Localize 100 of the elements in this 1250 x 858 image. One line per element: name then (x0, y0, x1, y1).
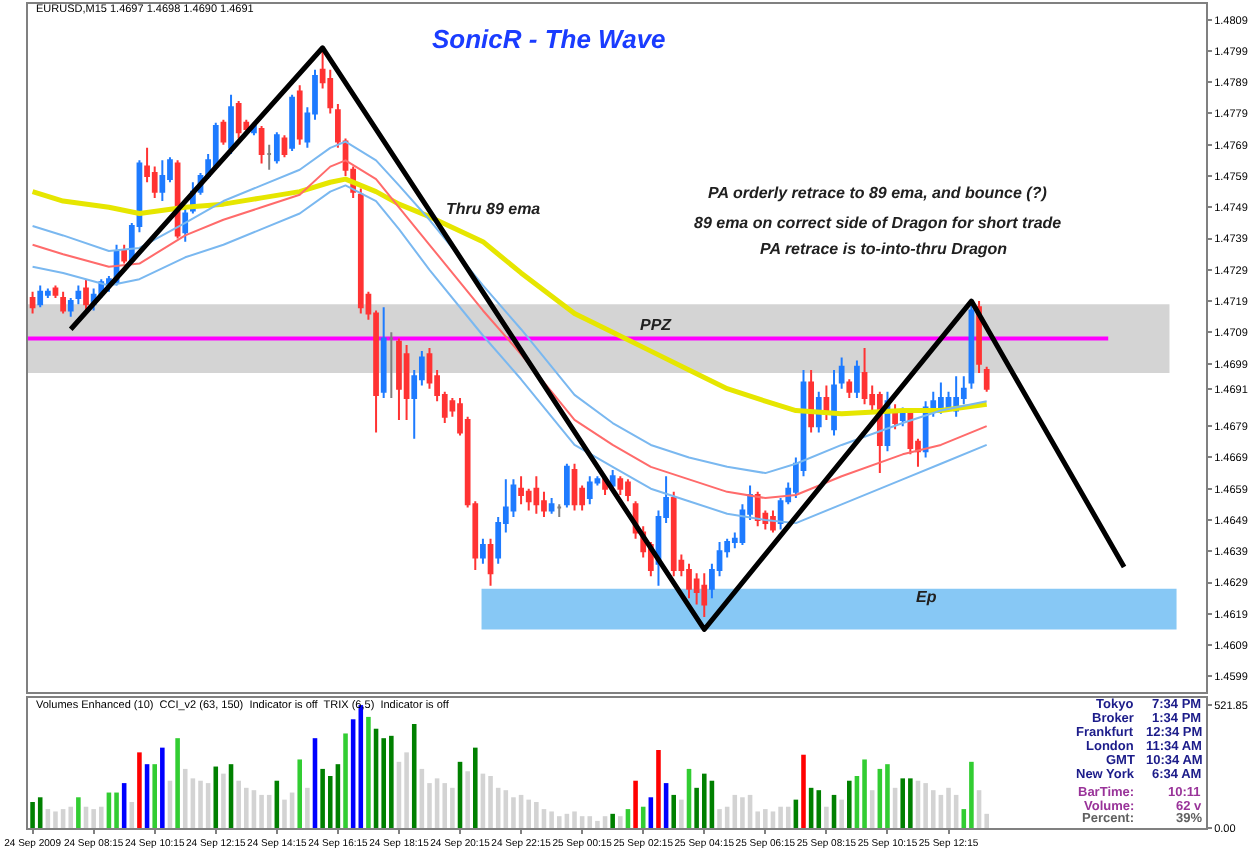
bar (556, 816, 562, 828)
candlestick (235, 99, 242, 140)
candlestick (823, 384, 830, 421)
band-label: PPZ (640, 316, 674, 334)
bar (450, 787, 455, 828)
bar (862, 759, 867, 828)
candlestick (609, 468, 616, 493)
bar (740, 797, 745, 828)
candlestick (983, 365, 990, 393)
candlestick (571, 462, 578, 512)
bar (152, 764, 157, 828)
annotation: PA orderly retrace to 89 ema, and bounce (?) (708, 184, 1048, 202)
bar (824, 806, 829, 828)
candlestick (83, 278, 89, 312)
bar (213, 766, 219, 828)
candlestick (548, 497, 555, 515)
bar (526, 799, 531, 828)
bar (320, 768, 325, 828)
candlestick (556, 503, 563, 518)
annotation: 89 ema on correct side of Dragon for short trade (694, 214, 1063, 232)
bar (801, 754, 806, 828)
candlestick (182, 206, 189, 243)
candlestick (686, 562, 692, 600)
bar (91, 809, 96, 828)
bar (908, 778, 913, 828)
candlestick (670, 490, 677, 578)
bar (488, 776, 493, 828)
candlestick (258, 124, 265, 165)
candlestick (335, 103, 341, 149)
bar (900, 778, 906, 828)
candlestick (701, 572, 708, 618)
candlestick (266, 143, 273, 171)
band-label: Ep (916, 588, 937, 606)
candlestick (37, 284, 44, 309)
candlestick (586, 475, 593, 506)
bar (68, 806, 74, 828)
candlestick (625, 478, 631, 503)
annotation: PA retrace is to-into-thru Dragon (760, 240, 1008, 258)
bar (236, 780, 241, 828)
bar (297, 759, 303, 828)
candlestick (770, 509, 776, 534)
bar (473, 747, 478, 828)
bar (816, 790, 822, 828)
candlestick (854, 359, 860, 400)
candlestick (938, 381, 944, 415)
bar (633, 780, 638, 828)
bar (610, 813, 615, 828)
bar (198, 780, 203, 828)
bar (305, 787, 310, 828)
bar (30, 802, 35, 828)
bar (930, 790, 936, 828)
candlestick (289, 93, 295, 152)
candlestick (396, 337, 402, 421)
bar (114, 792, 119, 828)
bar (923, 783, 928, 828)
bar (885, 764, 890, 828)
candlestick (121, 243, 128, 265)
candlestick (52, 284, 59, 299)
bar (404, 752, 409, 828)
bar (701, 773, 707, 828)
bar (389, 735, 394, 828)
bar (656, 750, 661, 828)
bar (778, 806, 783, 828)
bar (839, 799, 844, 828)
candlestick (388, 331, 395, 400)
candlestick (60, 290, 66, 315)
bar (534, 802, 539, 828)
candlestick (861, 347, 868, 406)
text: SonicR - The Wave (432, 24, 666, 54)
candlestick (159, 159, 166, 203)
candlestick (403, 343, 410, 421)
bar (366, 716, 371, 828)
bar (182, 768, 188, 828)
bar (160, 747, 165, 828)
bar (572, 811, 577, 828)
bar (618, 816, 623, 828)
candlestick (220, 118, 227, 146)
bar (411, 724, 417, 828)
bar (587, 816, 593, 828)
candlestick (29, 290, 36, 315)
candlestick (480, 537, 486, 565)
candlestick (831, 368, 837, 437)
candlestick (44, 287, 51, 299)
bar (465, 771, 470, 828)
candlestick (273, 131, 280, 165)
candlestick (281, 134, 288, 159)
bar (640, 806, 646, 828)
bar (595, 820, 600, 828)
candlestick (357, 187, 364, 315)
annotation: Thru 89 ema (446, 200, 542, 218)
bar (282, 799, 287, 828)
candlestick (487, 537, 494, 587)
candlestick (617, 475, 624, 496)
bar (549, 811, 554, 828)
candlestick (808, 368, 814, 434)
bar (969, 761, 974, 828)
bar (442, 783, 448, 828)
bar (221, 773, 226, 828)
candlestick (899, 406, 906, 428)
candlestick (564, 462, 570, 509)
